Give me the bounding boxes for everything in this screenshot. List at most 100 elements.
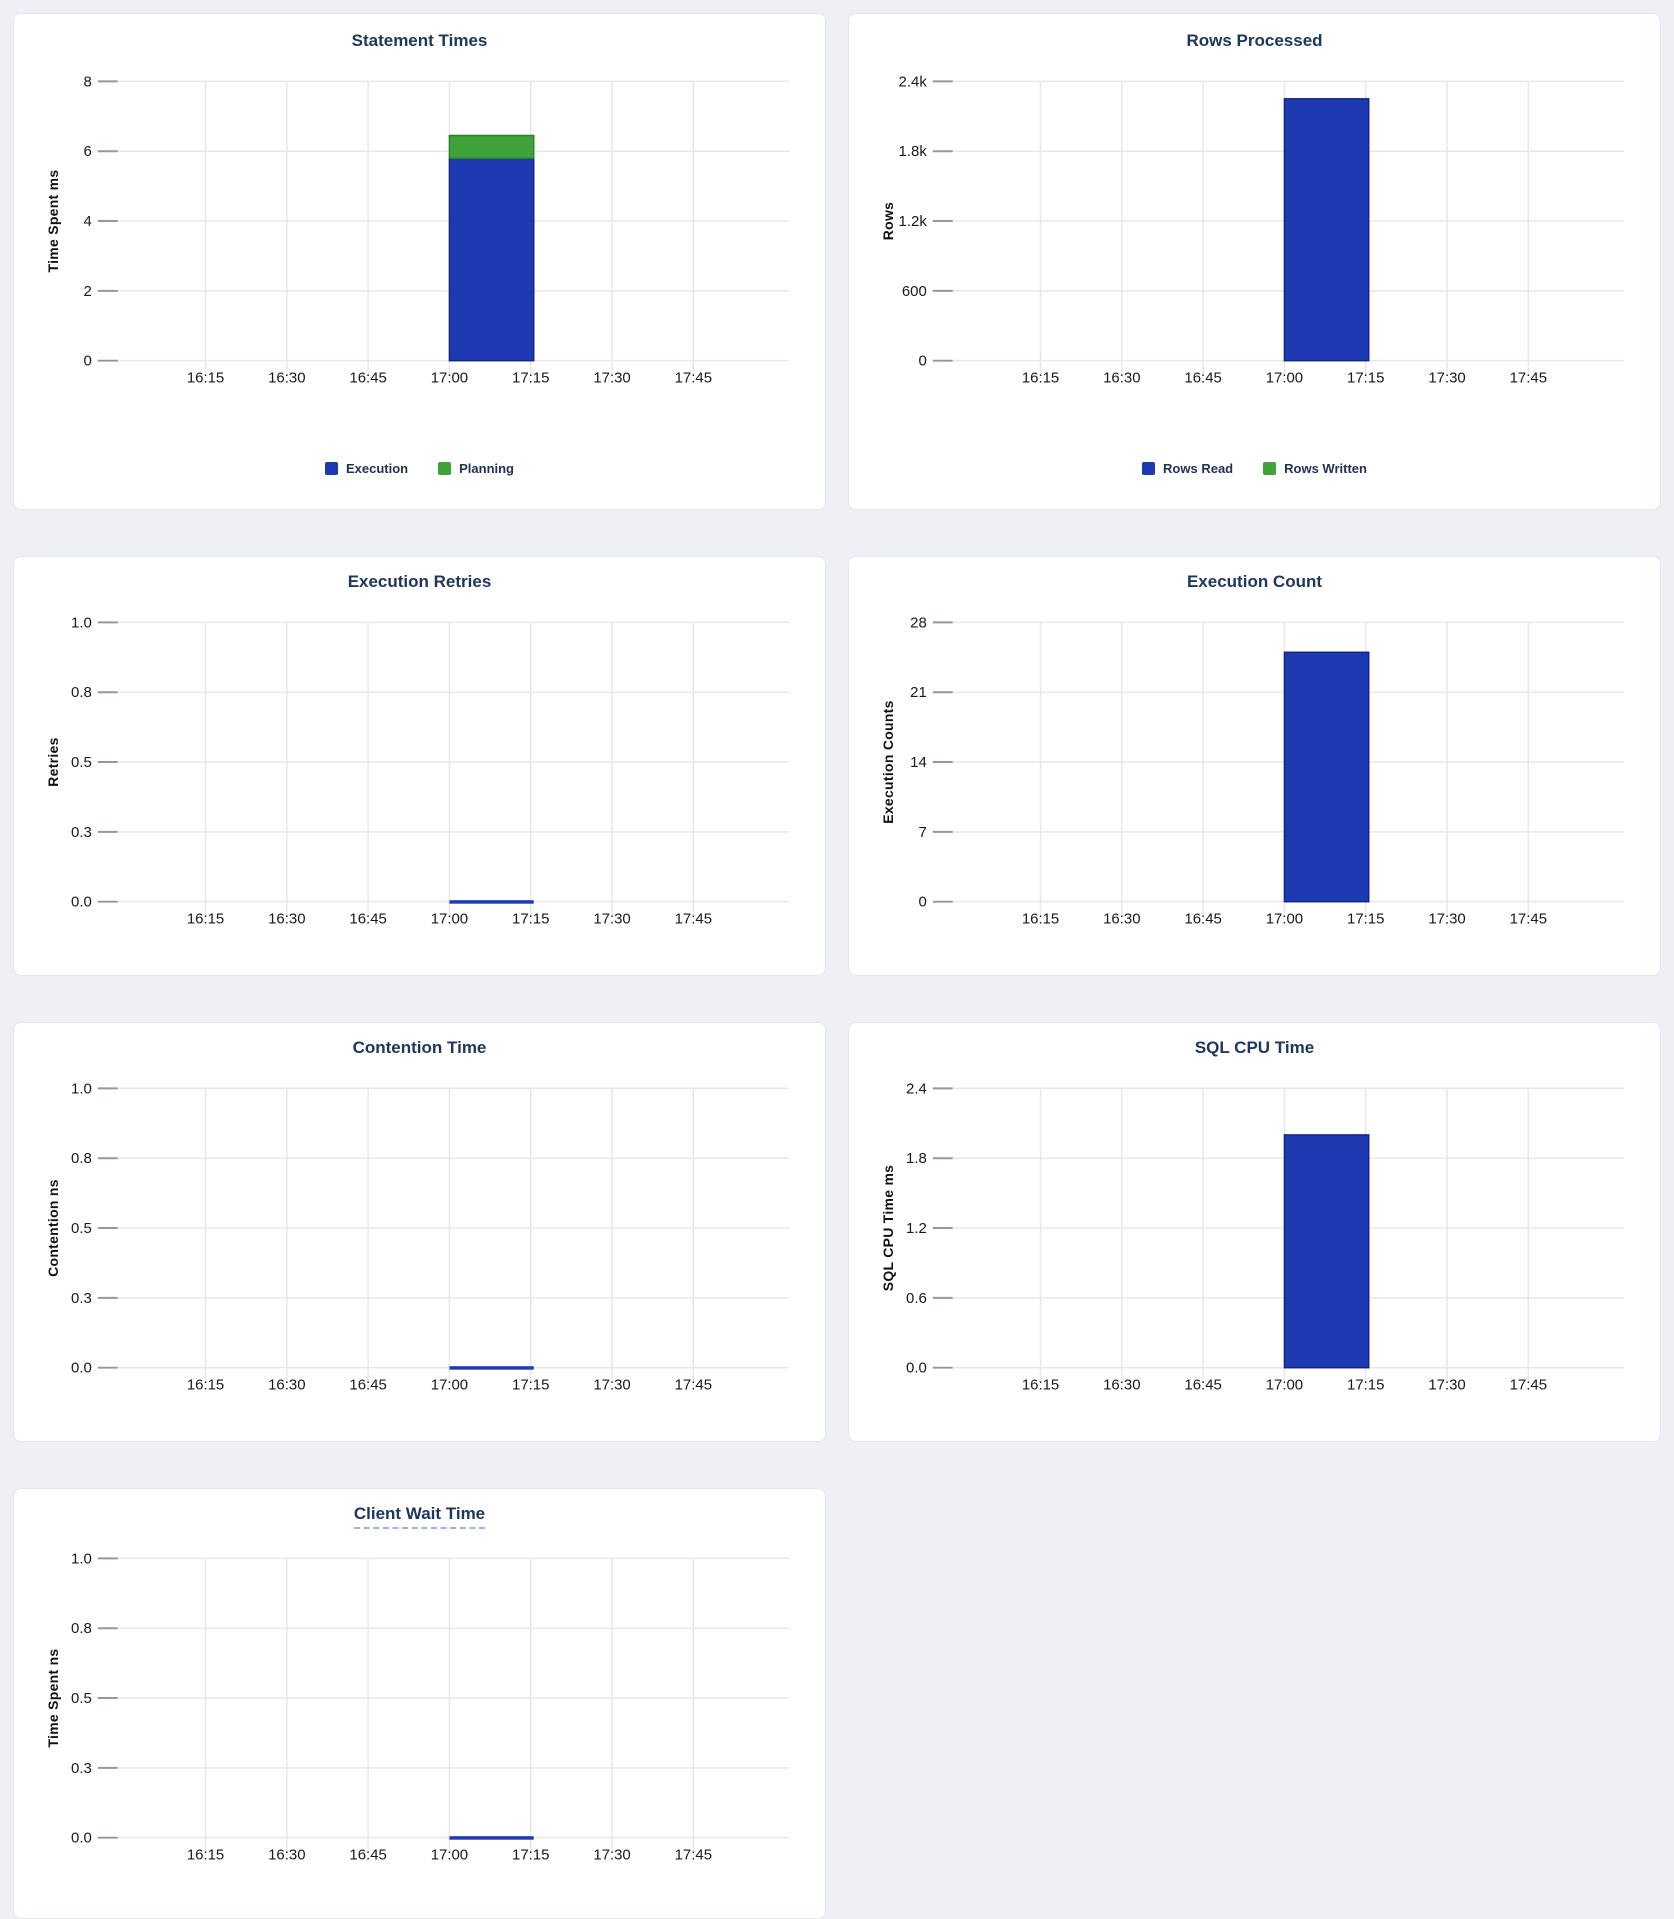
y-tick-label: 0.0 <box>71 894 92 911</box>
x-tick-label: 16:30 <box>1103 370 1140 387</box>
y-tick-label: 600 <box>902 283 927 300</box>
x-tick-label: 17:15 <box>1347 911 1384 928</box>
x-tick-label: 17:45 <box>675 1377 712 1394</box>
x-tick-label: 17:00 <box>431 1377 468 1394</box>
execution-count-chart: 0 7 14 21 28 16:15 16:30 16:45 17:00 17:15 17:30 17… <box>880 614 1625 928</box>
y-tick-label: 1.2 <box>906 1220 927 1237</box>
legend-label-rows-written: Rows Written <box>1284 461 1367 476</box>
x-tick-label: 17:00 <box>431 370 468 387</box>
y-tick-label: 0.3 <box>71 1760 92 1777</box>
legend-item-rows-written[interactable]: Rows Written <box>1263 461 1367 476</box>
bar-segment <box>1283 1134 1370 1369</box>
y-tick-label: 2.4k <box>899 73 928 90</box>
x-tick-label: 16:30 <box>1103 1377 1140 1394</box>
chart-title-execution-retries: Execution Retries <box>347 572 492 591</box>
y-tick-label: 21 <box>910 684 927 701</box>
chart-card-execution-count: Execution Count 0 7 14 21 28 16:15 16:30 16:45 1… <box>848 556 1661 976</box>
legend-label-execution: Execution <box>345 461 409 476</box>
x-tick-label: 17:00 <box>1266 911 1303 928</box>
x-tick-label: 16:15 <box>187 1377 224 1394</box>
bar-segment <box>448 157 535 362</box>
chart-title-execution-count: Execution Count <box>1186 572 1323 591</box>
x-tick-label: 17:15 <box>1347 370 1384 387</box>
y-tick-label: 2.4 <box>906 1080 927 1097</box>
y-tick-label: 1.8k <box>899 143 928 160</box>
y-tick-label: 0.6 <box>906 1290 927 1307</box>
x-tick-label: 16:30 <box>268 1377 305 1394</box>
legend-item-planning[interactable]: Planning <box>438 461 514 476</box>
chart-card-rows-processed: Rows Processed 0 600 1.2k 1.8k 2.4k 16:15 16:3… <box>848 13 1661 510</box>
x-tick-label: 17:45 <box>675 370 712 387</box>
y-tick-label: 0.0 <box>71 1830 92 1847</box>
x-tick-label: 17:30 <box>1428 911 1465 928</box>
legend-swatch-rows-read-icon <box>1142 462 1156 475</box>
contention-time-chart: 0.0 0.3 0.5 0.8 1.0 16:15 16:30 16:45 17:00 17:15… <box>45 1080 790 1394</box>
x-tick-label: 16:15 <box>187 370 224 387</box>
zero-value-bar <box>449 900 534 904</box>
y-tick-label: 0.5 <box>71 754 92 771</box>
x-tick-label: 16:30 <box>268 1847 305 1864</box>
x-tick-label: 16:15 <box>1022 911 1059 928</box>
x-tick-label: 17:30 <box>1428 1377 1465 1394</box>
y-axis-label: Time Spent ms <box>45 170 61 273</box>
x-tick-label: 17:30 <box>593 1847 630 1864</box>
y-tick-label: 6 <box>83 143 91 160</box>
x-tick-label: 16:15 <box>1022 370 1059 387</box>
x-tick-label: 17:15 <box>512 1847 549 1864</box>
legend-item-rows-read[interactable]: Rows Read <box>1142 461 1233 476</box>
sql-cpu-time-chart: 0.0 0.6 1.2 1.8 2.4 16:15 16:30 16:45 17:00 17:15… <box>880 1080 1625 1394</box>
y-tick-label: 0.3 <box>71 1290 92 1307</box>
x-tick-label: 16:15 <box>187 1847 224 1864</box>
chart-card-client-wait-time: Client Wait Time 0.0 0.3 0.5 0.8 1.0 16:15 16:… <box>13 1488 826 1919</box>
y-axis-label: Execution Counts <box>880 700 896 823</box>
y-tick-label: 1.2k <box>899 213 928 230</box>
y-axis-label: SQL CPU Time ms <box>880 1165 896 1292</box>
chart-card-sql-cpu-time: SQL CPU Time 0.0 0.6 1.2 1.8 2.4 16:15 16:30 16… <box>848 1022 1661 1442</box>
x-tick-label: 17:30 <box>1428 370 1465 387</box>
y-tick-label: 1.0 <box>71 1550 92 1567</box>
rows-processed-chart: 0 600 1.2k 1.8k 2.4k 16:15 16:30 16:45 17:00 17:1… <box>880 73 1625 387</box>
y-tick-label: 2 <box>83 283 91 300</box>
x-tick-label: 17:30 <box>593 370 630 387</box>
x-tick-label: 17:15 <box>512 370 549 387</box>
zero-value-bar <box>449 1836 534 1840</box>
y-axis-label: Time Spent ns <box>45 1649 61 1748</box>
chart-title-client-wait-time: Client Wait Time <box>14 1503 825 1529</box>
x-tick-label: 16:45 <box>1184 370 1221 387</box>
legend-item-execution[interactable]: Execution <box>324 461 409 476</box>
x-tick-label: 16:15 <box>187 911 224 928</box>
x-tick-label: 16:30 <box>268 370 305 387</box>
y-tick-label: 1.0 <box>71 1080 92 1097</box>
chart-card-execution-retries: Execution Retries 0.0 0.3 0.5 0.8 1.0 16:15 16… <box>13 556 826 976</box>
x-tick-label: 17:30 <box>593 1377 630 1394</box>
x-tick-label: 17:45 <box>1510 370 1547 387</box>
x-tick-label: 17:30 <box>593 911 630 928</box>
rows-processed-legend: Rows Read Rows Written <box>849 461 1660 476</box>
x-tick-label: 17:15 <box>512 1377 549 1394</box>
legend-label-planning: Planning <box>459 461 514 476</box>
y-axis-label: Retries <box>45 737 61 786</box>
x-tick-label: 16:45 <box>1184 1377 1221 1394</box>
y-tick-label: 0 <box>83 353 91 370</box>
x-tick-label: 17:45 <box>675 1847 712 1864</box>
y-tick-label: 0.0 <box>906 1360 927 1377</box>
x-tick-label: 17:45 <box>1510 1377 1547 1394</box>
legend-swatch-rows-written-icon <box>1263 462 1277 475</box>
execution-retries-chart: 0.0 0.3 0.5 0.8 1.0 16:15 16:30 16:45 17:00 17:15… <box>45 614 790 928</box>
y-tick-label: 1.0 <box>71 614 92 631</box>
y-tick-label: 0.8 <box>71 1620 92 1637</box>
x-tick-label: 16:45 <box>349 911 386 928</box>
y-tick-label: 14 <box>910 754 927 771</box>
x-tick-label: 16:45 <box>349 370 386 387</box>
y-tick-label: 0 <box>918 894 926 911</box>
y-tick-label: 7 <box>918 824 926 841</box>
chart-title-statement-times: Statement Times <box>351 31 488 50</box>
x-tick-label: 17:45 <box>675 911 712 928</box>
chart-card-contention-time: Contention Time 0.0 0.3 0.5 0.8 1.0 16:15 16:3… <box>13 1022 826 1442</box>
y-tick-label: 0.5 <box>71 1220 92 1237</box>
x-tick-label: 17:00 <box>431 911 468 928</box>
y-tick-label: 0.8 <box>71 684 92 701</box>
client-wait-time-tooltip-link[interactable]: Client Wait Time <box>353 1503 486 1529</box>
x-tick-label: 17:15 <box>512 911 549 928</box>
x-tick-label: 17:00 <box>1266 370 1303 387</box>
